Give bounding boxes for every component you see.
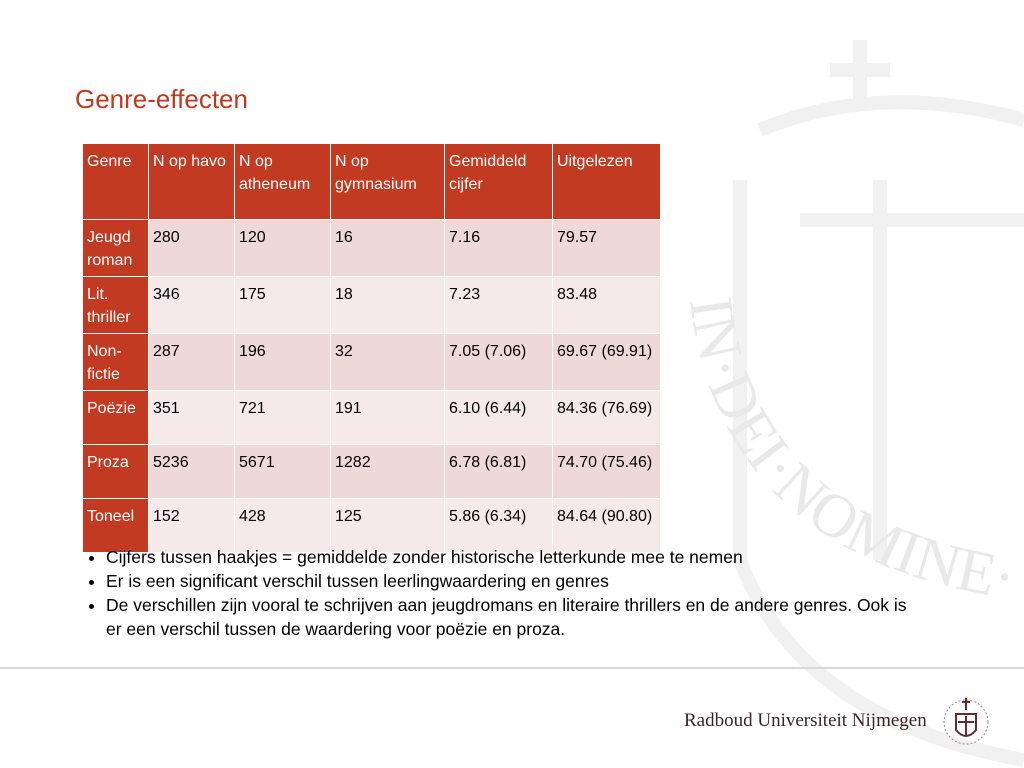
watermark-cross-big bbox=[800, 180, 1024, 560]
data-cell: 191 bbox=[330, 390, 445, 445]
data-cell: 351 bbox=[148, 390, 235, 445]
data-cell: 1282 bbox=[330, 444, 445, 499]
bullet-list: Cijfers tussen haakjes = gemiddelde zond… bbox=[80, 545, 926, 641]
header-cell: N op gymnasium bbox=[330, 143, 445, 220]
data-cell: 84.64 (90.80) bbox=[552, 498, 661, 553]
watermark-arch bbox=[757, 95, 1024, 137]
data-cell: 152 bbox=[148, 498, 235, 553]
data-cell: 74.70 (75.46) bbox=[552, 444, 661, 499]
header-row: Genre N op havo N op atheneum N op gymnasiu… bbox=[82, 143, 661, 220]
data-cell: 83.48 bbox=[552, 276, 661, 334]
table-body: Jeugd roman 280 120 16 7.16 79.57 Lit. thrille… bbox=[82, 219, 661, 553]
table-row: Lit. thriller 346 175 18 7.23 83.48 bbox=[82, 276, 661, 334]
genre-cell: Lit. thriller bbox=[82, 276, 149, 334]
watermark-cross bbox=[830, 40, 890, 110]
table-row: Jeugd roman 280 120 16 7.16 79.57 bbox=[82, 219, 661, 277]
data-cell: 120 bbox=[234, 219, 331, 277]
data-cell: 6.10 (6.44) bbox=[444, 390, 553, 445]
table-row: Toneel 152 428 125 5.86 (6.34) 84.64 (90.80) bbox=[82, 498, 661, 553]
header-cell: N op havo bbox=[148, 143, 235, 220]
data-cell: 346 bbox=[148, 276, 235, 334]
bullet-item: De verschillen zijn vooral te schrijven … bbox=[106, 593, 926, 641]
data-cell: 32 bbox=[330, 333, 445, 391]
data-cell: 6.78 (6.81) bbox=[444, 444, 553, 499]
data-cell: 428 bbox=[234, 498, 331, 553]
genre-cell: Poëzie bbox=[82, 390, 149, 445]
data-cell: 287 bbox=[148, 333, 235, 391]
watermark-shield bbox=[733, 180, 1024, 767]
data-cell: 7.16 bbox=[444, 219, 553, 277]
table-row: Poëzie 351 721 191 6.10 (6.44) 84.36 (76.69) bbox=[82, 390, 661, 445]
data-cell: 721 bbox=[234, 390, 331, 445]
bullet-item: Cijfers tussen haakjes = gemiddelde zond… bbox=[106, 545, 926, 569]
bullet-item: Er is een significant verschil tussen le… bbox=[106, 569, 926, 593]
data-cell: 79.57 bbox=[552, 219, 661, 277]
data-cell: 69.67 (69.91) bbox=[552, 333, 661, 391]
genre-cell: Non-fictie bbox=[82, 333, 149, 391]
data-cell: 175 bbox=[234, 276, 331, 334]
data-cell: 18 bbox=[330, 276, 445, 334]
data-cell: 125 bbox=[330, 498, 445, 553]
data-cell: 16 bbox=[330, 219, 445, 277]
header-cell: Gemiddeld cijfer bbox=[444, 143, 553, 220]
slide-title: Genre-effecten bbox=[75, 84, 248, 114]
data-cell: 280 bbox=[148, 219, 235, 277]
header-cell: Uitgelezen bbox=[552, 143, 661, 220]
table-row: Non-fictie 287 196 32 7.05 (7.06) 69.67 (69.9… bbox=[82, 333, 661, 391]
data-cell: 84.36 (76.69) bbox=[552, 390, 661, 445]
logo-text: Radboud Universiteit Nijmegen bbox=[684, 710, 927, 731]
data-cell: 196 bbox=[234, 333, 331, 391]
data-cell: 5.86 (6.34) bbox=[444, 498, 553, 553]
header-cell: N op atheneum bbox=[234, 143, 331, 220]
genre-cell: Proza bbox=[82, 444, 149, 499]
genre-cell: Jeugd roman bbox=[82, 219, 149, 277]
data-cell: 5671 bbox=[234, 444, 331, 499]
data-cell: 5236 bbox=[148, 444, 235, 499]
data-cell: 7.05 (7.06) bbox=[444, 333, 553, 391]
table-row: Proza 5236 5671 1282 6.78 (6.81) 74.70 (75.46… bbox=[82, 444, 661, 499]
genre-table: Genre N op havo N op atheneum N op gymnasiu… bbox=[82, 143, 661, 553]
footer-rule bbox=[0, 667, 1024, 669]
data-cell: 7.23 bbox=[444, 276, 553, 334]
header-cell: Genre bbox=[82, 143, 149, 220]
logo-seal bbox=[943, 698, 989, 745]
